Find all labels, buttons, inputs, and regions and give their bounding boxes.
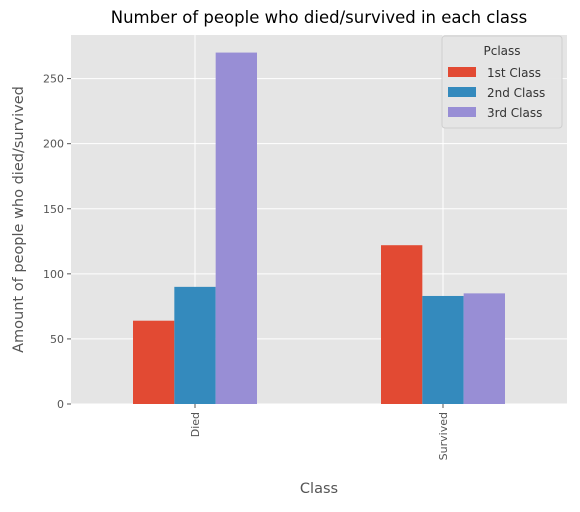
- y-tick-label: 100: [43, 268, 64, 281]
- x-axis-ticks: Died Survived: [189, 404, 450, 460]
- y-axis-label: Amount of people who died/survived: [11, 86, 27, 353]
- bar: [422, 295, 464, 404]
- bar: [174, 286, 216, 404]
- x-tick-label: Died: [189, 412, 202, 437]
- legend-label: 3rd Class: [487, 106, 542, 120]
- legend-box: [441, 35, 563, 129]
- legend-title: Pclass: [483, 44, 520, 58]
- bars: [133, 52, 505, 404]
- legend-label: 2nd Class: [487, 86, 545, 100]
- legend-swatch: [448, 107, 476, 117]
- legend: Pclass 1st Class 2nd Class 3rd Class: [441, 35, 563, 129]
- y-tick-label: 50: [50, 333, 64, 346]
- bar: [463, 293, 505, 404]
- y-tick-label: 200: [43, 138, 64, 151]
- legend-items: 1st Class 2nd Class 3rd Class: [448, 66, 545, 120]
- chart-title: Number of people who died/survived in ea…: [111, 8, 528, 27]
- bar: [215, 52, 257, 404]
- bar: [381, 245, 423, 404]
- y-tick-label: 0: [57, 398, 64, 411]
- y-axis-ticks: 0 50 100 150 200 250: [43, 73, 71, 411]
- y-tick-label: 150: [43, 203, 64, 216]
- legend-label: 1st Class: [487, 66, 541, 80]
- bar: [133, 320, 175, 404]
- legend-swatch: [448, 67, 476, 77]
- x-axis-label: Class: [300, 481, 338, 497]
- y-tick-label: 250: [43, 73, 64, 86]
- legend-swatch: [448, 87, 476, 97]
- x-tick-label: Survived: [437, 412, 450, 460]
